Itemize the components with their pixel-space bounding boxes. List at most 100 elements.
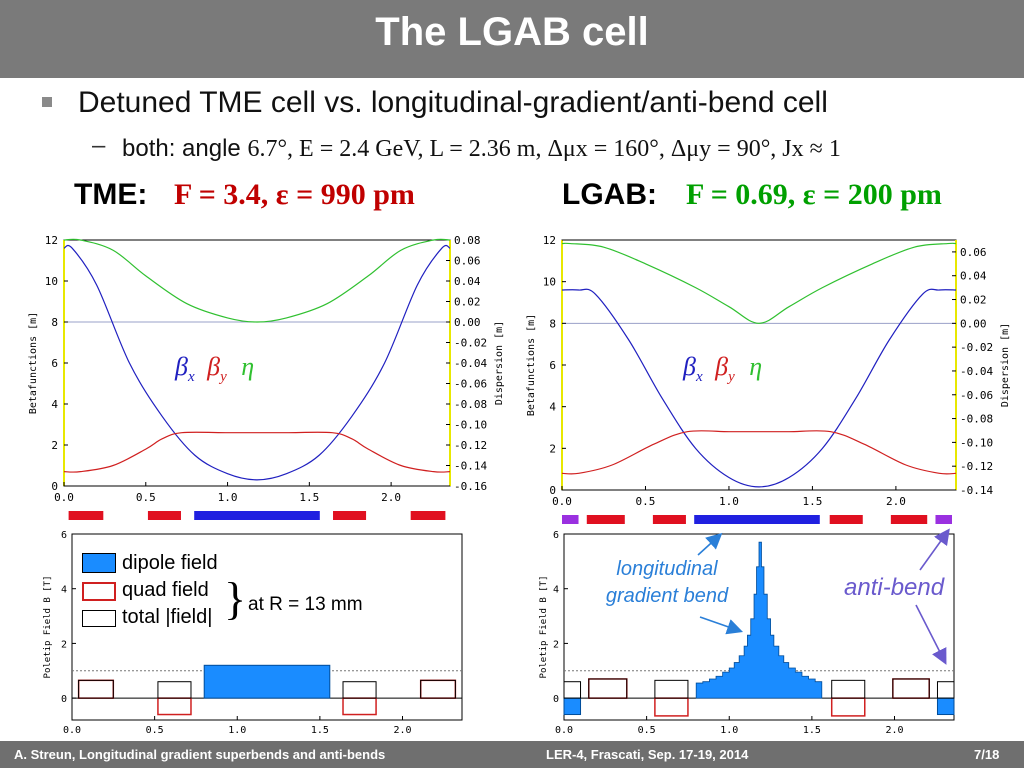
y-axis-title: Poletip Field B [T] xyxy=(43,576,53,679)
beta-y-symbol: βy xyxy=(207,352,227,386)
y2-tick-label: -0.08 xyxy=(960,413,993,426)
bullet-sub: both: angle 6.7°, E = 2.4 GeV, L = 2.36 … xyxy=(122,135,841,163)
y2-tick-label: -0.14 xyxy=(960,484,993,497)
footer: A. Streun, Longitudinal gradient superbe… xyxy=(0,741,1024,768)
sub-bullet-dash: – xyxy=(92,132,106,159)
y2-tick-label: 0.02 xyxy=(454,296,481,309)
y-tick-label: 8 xyxy=(51,316,58,329)
quad-magnet xyxy=(586,515,625,524)
legend-brace: } xyxy=(224,573,247,624)
x-tick-label: 0.5 xyxy=(636,495,656,508)
x-tick-label: 2.0 xyxy=(381,491,401,504)
y2-tick-label: 0.04 xyxy=(454,275,481,288)
x-tick-label: 1.5 xyxy=(802,495,822,508)
bullet-marker xyxy=(42,97,52,107)
plot-frame xyxy=(63,239,451,487)
lgab-field-chart: 0 2 4 6 0.0 0.5 1.0 1.5 2.0 Poletip Field B [T] xyxy=(539,530,955,736)
beta-y-symbol: βy xyxy=(715,352,735,386)
lgab-label: LGAB: xyxy=(562,178,657,211)
y2-tick-label: -0.06 xyxy=(454,378,487,391)
y2-tick-label: -0.02 xyxy=(454,337,487,350)
x-tick-label: 1.5 xyxy=(311,725,329,736)
legend-dipole: dipole field xyxy=(122,552,218,574)
y-tick-label: 6 xyxy=(549,359,556,372)
bullet-sub-params: 6.7°, E = 2.4 GeV, L = 2.36 m, Δμx = 160… xyxy=(247,136,841,162)
y-tick-label: 4 xyxy=(51,398,58,411)
y2-tick-label: -0.06 xyxy=(960,389,993,402)
quad-magnet xyxy=(890,515,928,524)
anti-bend-field-bar xyxy=(563,697,582,716)
legend-total: total |field| xyxy=(122,606,213,628)
quad-magnet xyxy=(829,515,863,524)
eta-symbol: η xyxy=(749,352,763,381)
y-tick-label: 2 xyxy=(61,639,67,650)
annotation-longitudinal-gradient: longitudinal gradient bend xyxy=(605,558,729,607)
legend-radius: at R = 13 mm xyxy=(248,594,363,615)
y2-tick-label: -0.14 xyxy=(454,460,487,473)
x-tick-label: 1.5 xyxy=(299,491,319,504)
footer-event: LER-4, Frascati, Sep. 17-19, 2014 xyxy=(546,747,749,762)
y-tick-label: 0 xyxy=(553,694,559,705)
y-tick-label: 8 xyxy=(549,317,556,330)
y2-tick-label: -0.08 xyxy=(454,398,487,411)
quad-total-field-box xyxy=(342,681,377,699)
beta-x-symbol: βx xyxy=(175,352,195,386)
tme-label: TME: xyxy=(74,178,148,211)
quad-total-field-box xyxy=(588,678,628,699)
x-tick-label: 1.0 xyxy=(218,491,238,504)
x-tick-label: 0.5 xyxy=(638,725,656,736)
lgab-optics-chart: 0 2 4 6 8 10 12 0.06 0.04 0.02 0.00 -0.02 -0.04 -0.06… xyxy=(526,234,1011,508)
y2-tick-label: 0.06 xyxy=(454,255,481,268)
quad-total-field-box xyxy=(78,679,114,699)
tme-values: F = 3.4, ε = 990 pm xyxy=(174,178,415,211)
quad-magnet xyxy=(652,515,686,524)
beta-y-curve xyxy=(561,430,957,475)
quad-total-field-box xyxy=(157,681,192,699)
y-tick-label: 2 xyxy=(51,439,58,452)
quad-total-field-box xyxy=(892,678,930,699)
y2-tick-label: -0.12 xyxy=(960,460,993,473)
y-tick-label: 0 xyxy=(51,480,58,493)
y2-tick-label: 0.00 xyxy=(454,316,481,329)
y-tick-label: 2 xyxy=(553,639,559,650)
arrow-to-gradient-bend xyxy=(699,616,744,635)
arrow-to-anti-bend-top xyxy=(919,528,950,571)
x-tick-label: 1.5 xyxy=(803,725,821,736)
y-tick-label: 2 xyxy=(549,442,556,455)
tme-magnet-lattice xyxy=(68,511,446,520)
y-tick-label: 0 xyxy=(549,484,556,497)
anti-bend-field-bar xyxy=(936,697,955,716)
quad-magnet xyxy=(333,511,367,520)
x-tick-label: 1.0 xyxy=(228,725,246,736)
beta-x-symbol: βx xyxy=(683,352,703,386)
footer-author: A. Streun, Longitudinal gradient superbe… xyxy=(14,747,386,762)
tme-symbols: βx βy η xyxy=(175,352,254,386)
y2-tick-label: 0.02 xyxy=(960,294,987,307)
y-axis-title: Poletip Field B [T] xyxy=(539,576,549,679)
title-bar xyxy=(0,0,1024,78)
quad-magnet xyxy=(147,511,181,520)
dipole-magnet xyxy=(694,515,820,524)
annotation-arrows xyxy=(697,528,950,665)
bullet-main: Detuned TME cell vs. longitudinal-gradie… xyxy=(78,86,828,119)
y-tick-label: 4 xyxy=(549,401,556,414)
antibend-magnet xyxy=(562,515,579,524)
x-tick-label: 1.0 xyxy=(719,495,739,508)
y-tick-label: 6 xyxy=(553,530,559,541)
x-tick-label: 0.0 xyxy=(555,725,573,736)
y-tick-label: 12 xyxy=(45,234,58,247)
y-axis-title: Betafunctions [m] xyxy=(526,314,537,416)
arrow-to-anti-bend-bottom xyxy=(915,604,947,665)
legend-quad: quad field xyxy=(122,579,209,601)
y2-tick-label: -0.04 xyxy=(960,365,993,378)
y2-tick-label: -0.12 xyxy=(454,439,487,452)
x-tick-label: 2.0 xyxy=(885,725,903,736)
x-tick-label: 0.0 xyxy=(63,725,81,736)
arrow-to-gradient-top xyxy=(697,532,723,556)
anti-bend-total-field xyxy=(936,681,955,699)
legend-total-swatch xyxy=(82,610,116,627)
x-tick-label: 0.5 xyxy=(146,725,164,736)
y-tick-label: 6 xyxy=(61,530,67,541)
lgab-values: F = 0.69, ε = 200 pm xyxy=(686,178,942,211)
y-tick-label: 0 xyxy=(61,694,67,705)
